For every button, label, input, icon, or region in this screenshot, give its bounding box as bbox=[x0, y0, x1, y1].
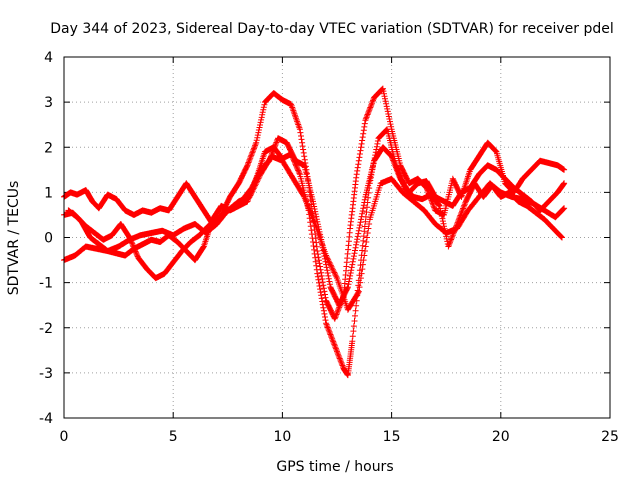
chart-title: Day 344 of 2023, Sidereal Day-to-day VTE… bbox=[50, 21, 614, 37]
x-tick-label: 5 bbox=[169, 429, 178, 445]
x-tick-label: 25 bbox=[601, 429, 619, 445]
x-tick-label: 10 bbox=[273, 429, 291, 445]
y-tick-label: -3 bbox=[39, 366, 53, 382]
y-axis-label: SDTVAR / TECUs bbox=[6, 181, 22, 296]
y-tick-label: 2 bbox=[44, 140, 53, 156]
y-tick-label: 1 bbox=[44, 185, 53, 201]
x-tick-label: 20 bbox=[492, 429, 510, 445]
y-tick-label: 3 bbox=[44, 95, 53, 111]
tick-labels: 0 5 10 15 20 25 -4 -3 -2 -1 0 1 2 3 4 bbox=[39, 50, 619, 445]
x-tick-label: 15 bbox=[383, 429, 401, 445]
y-tick-label: 0 bbox=[44, 231, 53, 247]
y-tick-label: 4 bbox=[44, 50, 53, 66]
data-points bbox=[61, 85, 568, 379]
y-tick-label: -1 bbox=[39, 276, 53, 292]
y-tick-label: -2 bbox=[39, 321, 53, 337]
x-tick-label: 0 bbox=[60, 429, 69, 445]
plot-frame bbox=[63, 56, 611, 419]
x-axis-label: GPS time / hours bbox=[276, 459, 393, 475]
y-tick-label: -4 bbox=[39, 411, 53, 427]
grid-lines bbox=[64, 57, 610, 418]
